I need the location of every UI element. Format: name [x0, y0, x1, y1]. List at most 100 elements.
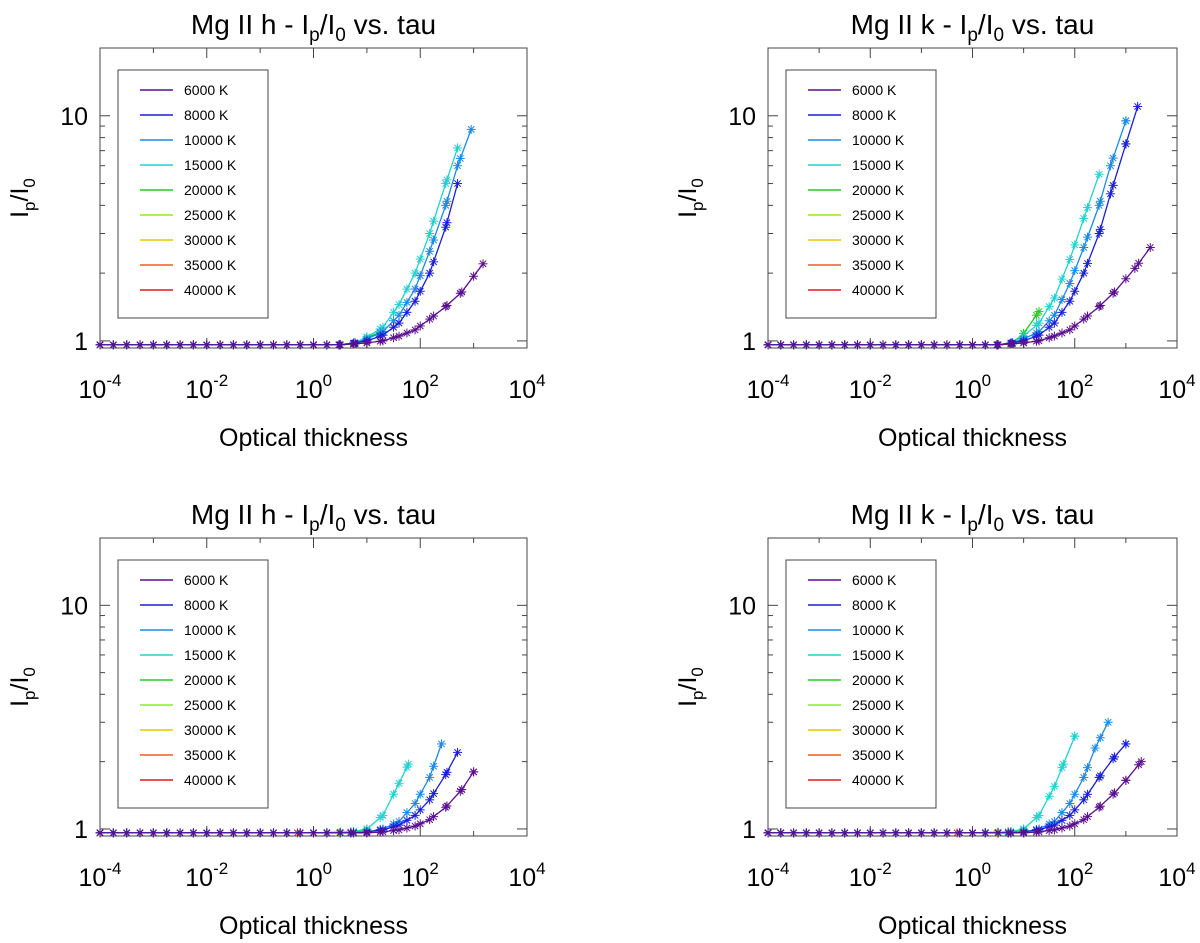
- legend-label: 25000 K: [852, 697, 905, 713]
- x-axis-label: Optical thickness: [878, 424, 1067, 452]
- x-axis-label: Optical thickness: [878, 912, 1067, 940]
- data-point: [378, 336, 388, 346]
- data-point: [1079, 772, 1089, 782]
- data-point: [1044, 322, 1054, 332]
- y-axis-label: Ip/I0: [6, 667, 39, 707]
- x-tick-label: 10-4: [79, 859, 122, 892]
- data-point: [478, 259, 488, 269]
- legend: 6000 K 8000 K 10000 K 15000 K 20000 K 25000 K…: [117, 69, 269, 319]
- x-tick-label: 104: [1158, 371, 1195, 404]
- legend-label: 20000 K: [852, 672, 905, 688]
- data-point: [108, 828, 118, 838]
- data-point: [334, 340, 344, 350]
- y-tick-label: 1: [74, 328, 88, 356]
- data-point: [1034, 330, 1044, 340]
- data-point: [840, 340, 850, 350]
- chart-title: Mg II h - Ip/I0 vs. tau: [191, 499, 436, 536]
- legend-label: 15000 K: [184, 157, 237, 173]
- data-point: [215, 828, 225, 838]
- legend-label: 8000 K: [184, 597, 229, 613]
- data-point: [322, 828, 332, 838]
- data-point: [1057, 763, 1067, 773]
- data-point: [148, 828, 158, 838]
- data-point: [188, 340, 198, 350]
- series-6000-K: [95, 259, 488, 350]
- data-point: [942, 340, 952, 350]
- legend-label: 10000 K: [852, 132, 905, 148]
- legend-item: 8000 K: [140, 597, 229, 613]
- data-point: [455, 153, 465, 163]
- x-tick-label: 102: [1056, 371, 1093, 404]
- data-point: [1083, 203, 1093, 213]
- legend-label: 10000 K: [184, 132, 237, 148]
- data-point: [441, 222, 451, 232]
- data-point: [402, 815, 412, 825]
- data-point: [1057, 274, 1067, 284]
- data-point: [968, 828, 977, 838]
- data-point: [929, 828, 939, 838]
- data-point: [425, 314, 435, 324]
- data-point: [763, 340, 773, 350]
- legend-label: 25000 K: [184, 207, 237, 223]
- data-point: [425, 246, 435, 256]
- data-point: [394, 331, 404, 341]
- data-point: [1136, 757, 1146, 767]
- data-point: [415, 805, 425, 815]
- data-point: [378, 827, 388, 837]
- data-point: [1094, 200, 1104, 210]
- data-point: [1070, 789, 1080, 799]
- legend-item: 35000 K: [808, 257, 905, 273]
- data-point: [228, 340, 238, 350]
- data-point: [268, 340, 278, 350]
- data-point: [441, 179, 451, 189]
- data-point: [362, 828, 372, 838]
- data-point: [410, 821, 420, 831]
- legend-label: 15000 K: [184, 647, 237, 663]
- x-tick-label: 100: [295, 859, 332, 892]
- legend-label: 15000 K: [852, 157, 905, 173]
- data-point: [362, 338, 372, 348]
- data-point: [402, 823, 412, 833]
- data-point: [135, 340, 145, 350]
- data-point: [814, 828, 824, 838]
- data-point: [1034, 336, 1044, 346]
- data-point: [188, 828, 198, 838]
- data-point: [429, 789, 439, 799]
- data-point: [122, 828, 132, 838]
- data-point: [1057, 815, 1067, 825]
- data-point: [1065, 810, 1075, 820]
- plot-series: [95, 739, 479, 838]
- data-point: [1094, 228, 1104, 238]
- data-point: [801, 828, 811, 838]
- data-point: [1103, 717, 1113, 727]
- data-point: [1094, 802, 1104, 812]
- chart-title: Mg II h - Ip/I0 vs. tau: [191, 9, 436, 46]
- data-point: [394, 310, 404, 320]
- data-point: [1145, 242, 1155, 252]
- legend-label: 8000 K: [852, 597, 897, 613]
- data-point: [309, 828, 318, 838]
- legend-item: 20000 K: [808, 672, 905, 688]
- legend-item: 25000 K: [140, 697, 237, 713]
- data-point: [814, 340, 824, 350]
- data-point: [148, 340, 158, 350]
- legend-label: 35000 K: [184, 257, 237, 273]
- data-point: [1065, 254, 1075, 264]
- data-point: [1079, 242, 1089, 252]
- x-tick-label: 100: [954, 371, 991, 404]
- x-tick-label: 10-4: [747, 859, 790, 892]
- data-point: [1049, 825, 1059, 835]
- data-point: [1133, 101, 1143, 111]
- data-point: [402, 307, 412, 317]
- data-point: [1058, 759, 1068, 769]
- data-point: [295, 828, 305, 838]
- x-axis-label: Optical thickness: [219, 424, 408, 452]
- data-point: [322, 340, 332, 350]
- data-point: [1094, 302, 1104, 312]
- y-tick-label: 10: [728, 103, 756, 131]
- legend-label: 6000 K: [184, 572, 229, 588]
- legend-label: 20000 K: [184, 182, 237, 198]
- data-point: [453, 143, 463, 153]
- legend-item: 25000 K: [808, 207, 905, 223]
